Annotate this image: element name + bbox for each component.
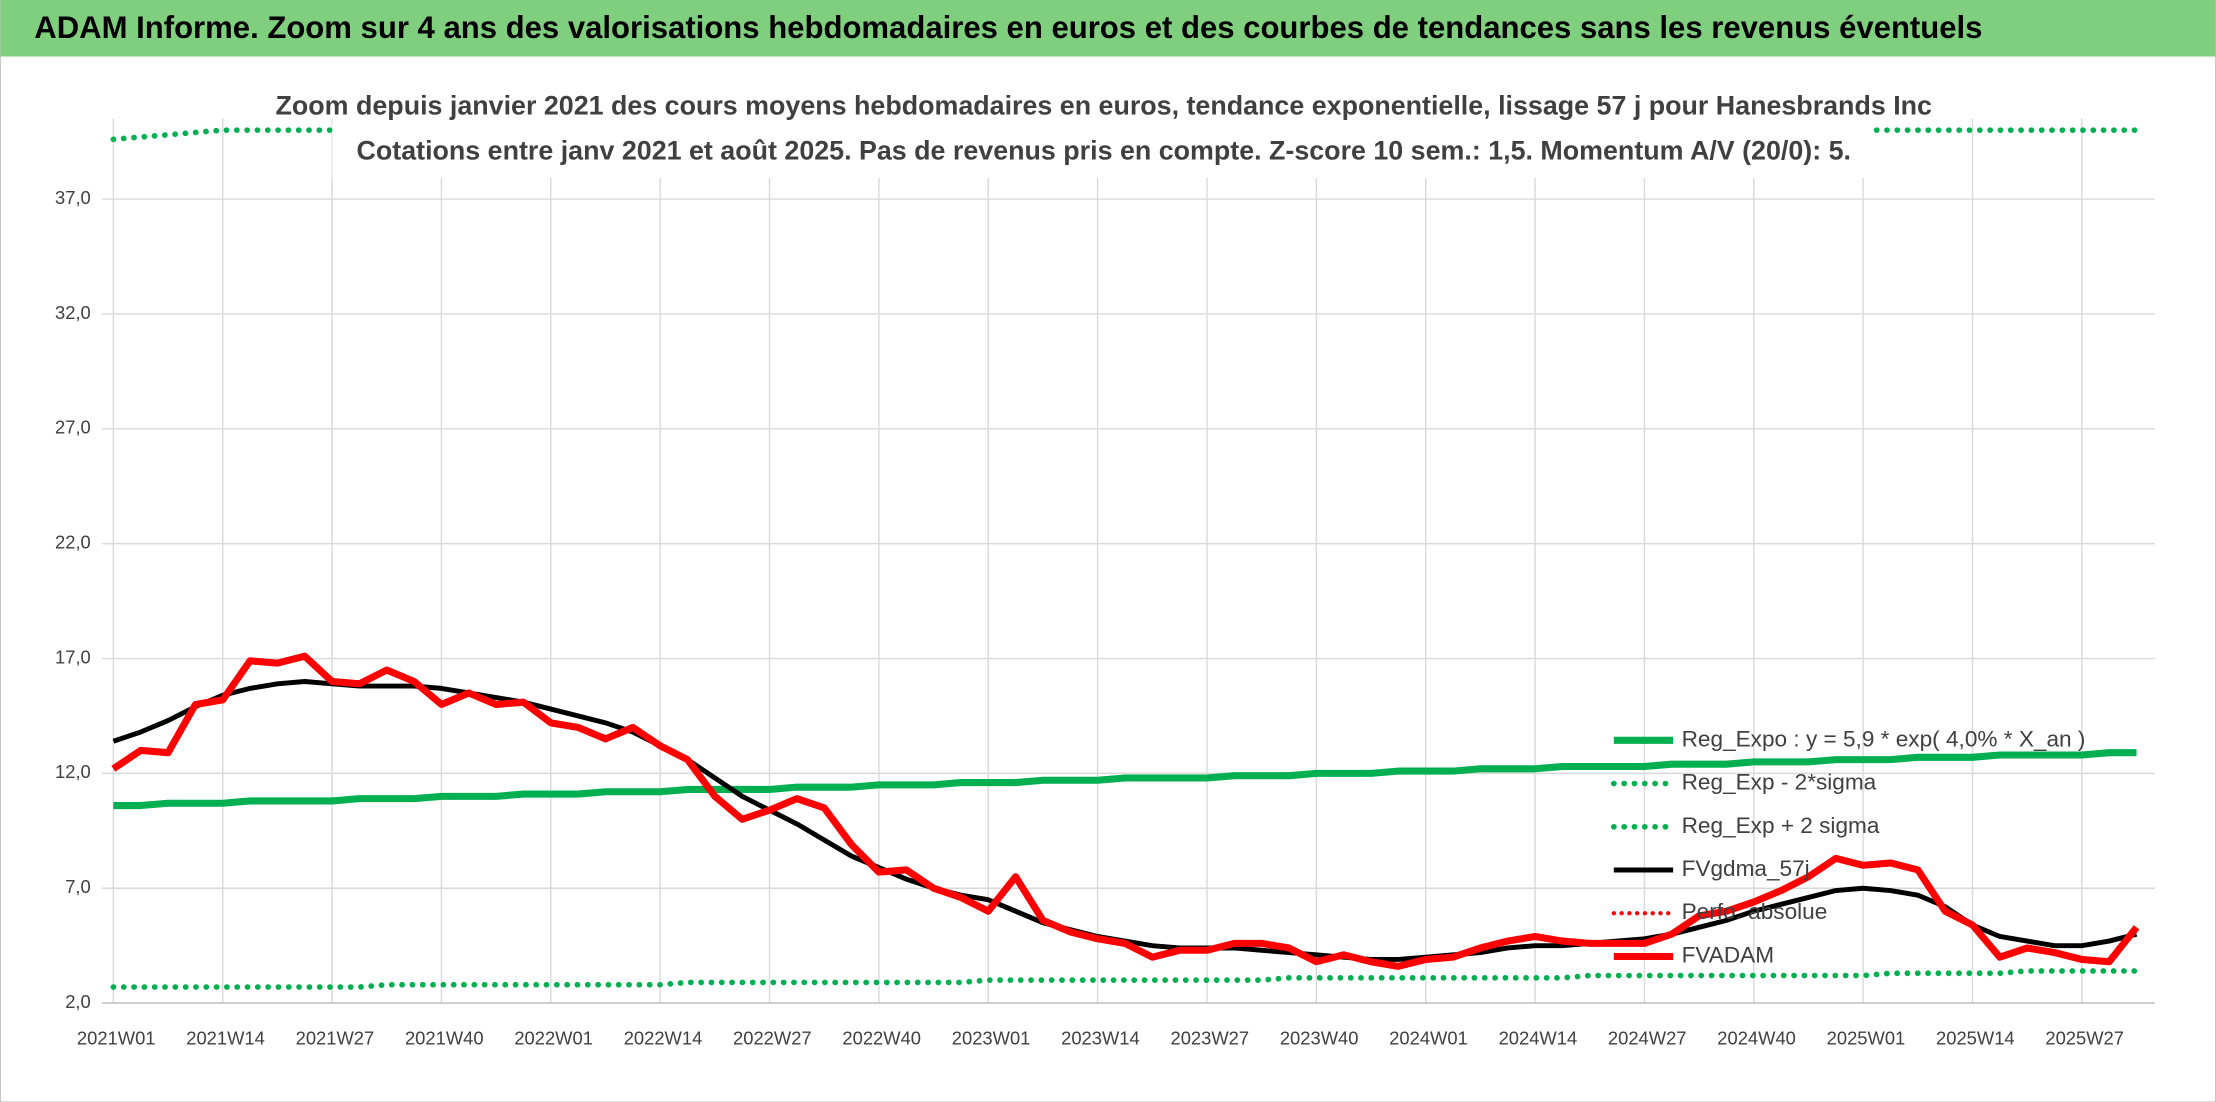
series-line [110, 968, 2140, 990]
x-tick-label: 2022W01 [514, 1028, 593, 1049]
y-tick-label: 2,0 [65, 991, 91, 1012]
series-line [111, 652, 2140, 970]
x-tick-label: 2025W14 [1936, 1028, 2015, 1049]
x-tick-label: 2023W40 [1280, 1028, 1359, 1049]
chart-subtitle: Cotations entre janv 2021 et août 2025. … [357, 136, 1851, 166]
legend-label: Perfo. absolue [1682, 899, 1828, 924]
x-tick-label: 2024W01 [1389, 1028, 1468, 1049]
x-tick-label: 2021W40 [405, 1028, 484, 1049]
y-tick-label: 27,0 [55, 417, 91, 438]
x-tick-label: 2024W40 [1717, 1028, 1796, 1049]
y-tick-label: 17,0 [55, 646, 91, 667]
x-tick-label: 2025W27 [2045, 1028, 2124, 1049]
title-box [332, 84, 1873, 179]
chart-title: Zoom depuis janvier 2021 des cours moyen… [276, 90, 1933, 120]
header-band [0, 0, 2216, 57]
y-tick-label: 12,0 [55, 761, 91, 782]
x-tick-label: 2023W01 [952, 1028, 1031, 1049]
y-tick-label: 37,0 [55, 187, 91, 208]
y-tick-label: 7,0 [65, 876, 91, 897]
x-tick-label: 2023W14 [1061, 1028, 1140, 1049]
x-tick-label: 2022W27 [733, 1028, 812, 1049]
header-title: ADAM Informe. Zoom sur 4 ans des valoris… [34, 10, 1982, 45]
x-tick-label: 2021W01 [77, 1028, 156, 1049]
y-tick-label: 32,0 [55, 302, 91, 323]
x-tick-label: 2021W27 [296, 1028, 375, 1049]
legend: Reg_Expo : y = 5,9 * exp( 4,0% * X_an ) R… [1610, 726, 2086, 967]
x-tick-label: 2025W01 [1827, 1028, 1906, 1049]
legend-label: FVgdma_57j [1682, 856, 1810, 881]
legend-label: Reg_Exp + 2 sigma [1682, 813, 1880, 838]
legend-label: Reg_Expo : y = 5,9 * exp( 4,0% * X_an ) [1682, 726, 2086, 751]
legend-label: Reg_Exp - 2*sigma [1682, 770, 1877, 795]
y-tick-label: 22,0 [55, 532, 91, 553]
series-line [113, 749, 2137, 810]
x-tick-label: 2023W27 [1171, 1028, 1250, 1049]
x-tick-label: 2024W14 [1499, 1028, 1578, 1049]
plot: 2,0 7,0 12,0 17,0 22,0 27,0 32,0 37,0 2021W01 202… [55, 118, 2155, 1049]
x-tick-label: 2021W14 [186, 1028, 265, 1049]
x-tick-label: 2022W40 [842, 1028, 921, 1049]
x-tick-label: 2024W27 [1608, 1028, 1687, 1049]
legend-label: FVADAM [1682, 942, 1774, 967]
x-tick-label: 2022W14 [624, 1028, 703, 1049]
